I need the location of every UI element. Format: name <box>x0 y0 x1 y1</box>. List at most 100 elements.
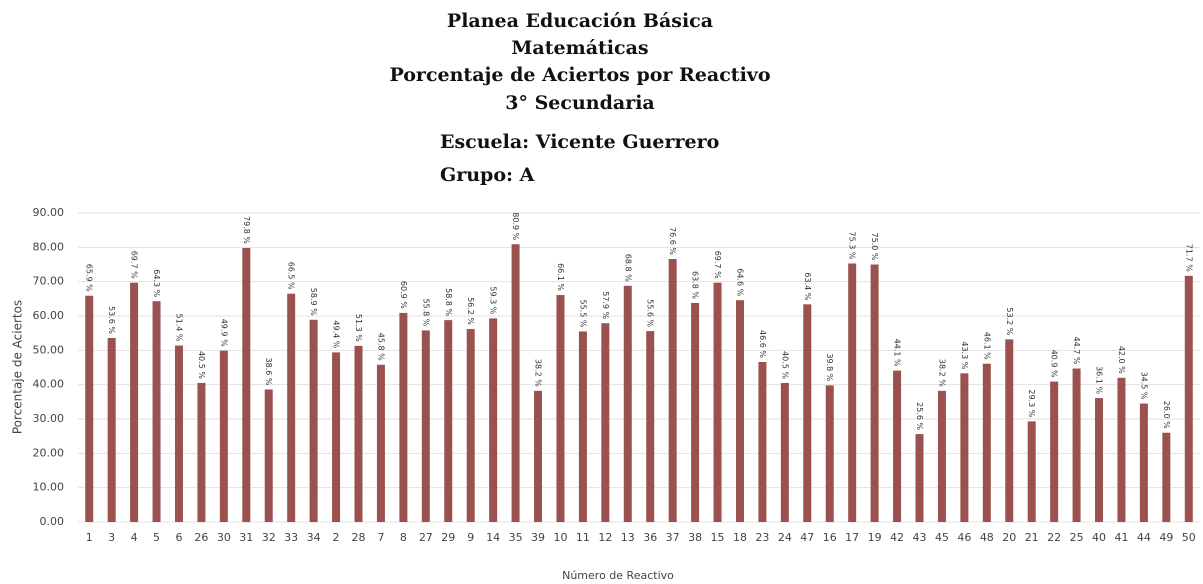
bar <box>803 304 812 522</box>
data-label: 65.9 % <box>85 264 94 292</box>
bar <box>1095 398 1104 522</box>
bar <box>444 320 453 522</box>
x-tick-label: 40 <box>1092 531 1106 544</box>
bar <box>534 390 543 522</box>
x-tick-label: 2 <box>333 531 340 544</box>
x-tick-label: 22 <box>1047 531 1061 544</box>
data-label: 60.9 % <box>399 281 408 309</box>
data-label: 75.3 % <box>848 232 857 260</box>
bar <box>489 318 498 522</box>
y-tick-label: 90.00 <box>33 206 65 219</box>
y-tick-label: 30.00 <box>33 412 65 425</box>
bar <box>870 264 879 522</box>
bar <box>960 373 969 522</box>
bar <box>668 259 677 522</box>
data-label: 26.0 % <box>1162 401 1171 429</box>
x-tick-label: 34 <box>307 531 321 544</box>
bar <box>893 370 902 522</box>
bar <box>1139 403 1148 522</box>
x-tick-label: 3 <box>108 531 115 544</box>
bar <box>1162 432 1171 522</box>
x-tick-label: 37 <box>666 531 680 544</box>
y-axis-label: Porcentaje de Aciertos <box>11 300 25 434</box>
y-tick-label: 50.00 <box>33 343 65 356</box>
bar <box>556 295 565 522</box>
x-tick-label: 16 <box>823 531 837 544</box>
bar <box>1184 275 1193 522</box>
x-tick-label: 5 <box>153 531 160 544</box>
data-label: 57.9 % <box>601 291 610 319</box>
y-tick-label: 80.00 <box>33 240 65 253</box>
x-tick-label: 8 <box>400 531 407 544</box>
data-label: 66.5 % <box>287 262 296 290</box>
data-label: 34.5 % <box>1139 372 1148 400</box>
x-tick-label: 27 <box>419 531 433 544</box>
x-tick-label: 31 <box>239 531 253 544</box>
data-label: 40.5 % <box>780 351 789 379</box>
bar <box>578 331 587 522</box>
data-label: 44.7 % <box>1072 337 1081 365</box>
bar <box>287 293 296 522</box>
data-label: 69.7 % <box>713 251 722 279</box>
data-label: 38.6 % <box>264 358 273 386</box>
data-label: 75.0 % <box>870 233 879 261</box>
chart-title: Porcentaje de Aciertos por Reactivo <box>389 64 770 86</box>
bar <box>511 244 520 522</box>
data-label: 55.5 % <box>578 299 587 327</box>
x-tick-label: 12 <box>598 531 612 544</box>
data-label: 56.2 % <box>466 297 475 325</box>
x-tick-label: 23 <box>755 531 769 544</box>
data-label: 51.3 % <box>354 314 363 342</box>
y-tick-label: 60.00 <box>33 309 65 322</box>
data-label: 64.3 % <box>152 269 161 297</box>
x-tick-label: 50 <box>1182 531 1196 544</box>
data-label: 40.5 % <box>197 351 206 379</box>
y-tick-label: 0.00 <box>40 515 65 528</box>
x-tick-label: 14 <box>486 531 500 544</box>
x-tick-label: 4 <box>131 531 138 544</box>
bar <box>713 282 722 522</box>
chart-title: Planea Educación Básica <box>447 10 713 32</box>
data-label: 58.9 % <box>309 288 318 316</box>
bar <box>152 301 161 522</box>
bar <box>623 285 632 522</box>
y-tick-label: 10.00 <box>33 481 65 494</box>
x-tick-label: 6 <box>175 531 182 544</box>
data-label: 51.4 % <box>174 314 183 342</box>
x-tick-label: 42 <box>890 531 904 544</box>
bar <box>848 263 857 522</box>
x-tick-label: 39 <box>531 531 545 544</box>
data-label: 53.6 % <box>107 306 116 334</box>
x-tick-label: 9 <box>467 531 474 544</box>
bar <box>174 345 183 522</box>
x-tick-label: 25 <box>1070 531 1084 544</box>
x-tick-label: 20 <box>1002 531 1016 544</box>
x-tick-label: 48 <box>980 531 994 544</box>
data-label: 29.3 % <box>1027 389 1036 417</box>
y-tick-label: 70.00 <box>33 275 65 288</box>
x-tick-label: 41 <box>1114 531 1128 544</box>
data-label: 64.6 % <box>735 268 744 296</box>
bar <box>691 302 700 522</box>
chart-title: 3° Secundaria <box>505 92 654 114</box>
x-tick-label: 35 <box>509 531 523 544</box>
bar <box>197 382 206 522</box>
bar <box>780 382 789 522</box>
y-tick-label: 40.00 <box>33 378 65 391</box>
data-label: 80.9 % <box>511 212 520 240</box>
x-tick-label: 49 <box>1159 531 1173 544</box>
data-label: 58.8 % <box>444 288 453 316</box>
data-label: 25.6 % <box>915 402 924 430</box>
bar <box>1005 339 1014 522</box>
x-tick-label: 47 <box>800 531 814 544</box>
bar <box>309 319 318 522</box>
data-label: 71.7 % <box>1184 244 1193 272</box>
bar <box>601 323 610 522</box>
data-label: 59.3 % <box>489 286 498 314</box>
x-tick-label: 28 <box>352 531 366 544</box>
data-label: 76.6 % <box>668 227 677 255</box>
x-tick-label: 29 <box>441 531 455 544</box>
x-tick-label: 17 <box>845 531 859 544</box>
x-tick-label: 15 <box>711 531 725 544</box>
bar <box>332 352 341 522</box>
